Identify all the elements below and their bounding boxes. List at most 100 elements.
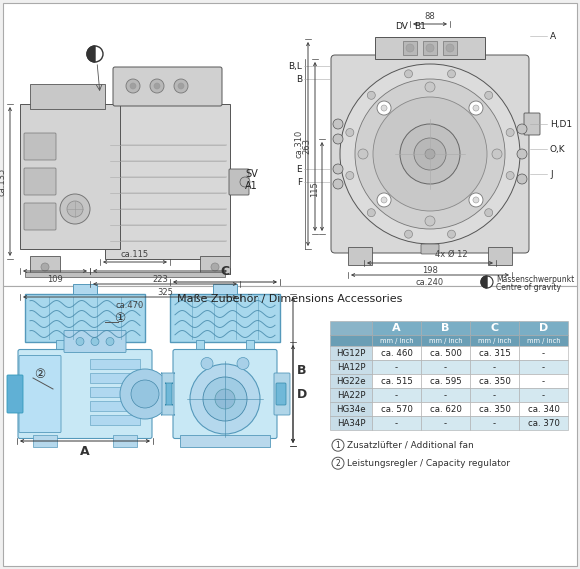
Circle shape (333, 119, 343, 129)
Circle shape (448, 70, 455, 78)
FancyBboxPatch shape (423, 41, 437, 55)
Text: DV: DV (396, 22, 408, 31)
Circle shape (381, 105, 387, 111)
Text: ca.135: ca.135 (0, 168, 7, 196)
Circle shape (126, 79, 140, 93)
Circle shape (358, 149, 368, 159)
Circle shape (150, 79, 164, 93)
Text: Leistungsregler / Capacity regulator: Leistungsregler / Capacity regulator (347, 459, 510, 468)
Circle shape (448, 230, 455, 238)
Circle shape (492, 149, 502, 159)
Text: H,D1: H,D1 (550, 119, 572, 129)
Circle shape (404, 70, 412, 78)
Text: HA34P: HA34P (337, 419, 365, 428)
Circle shape (355, 79, 505, 229)
Bar (246, 340, 254, 354)
Bar (372, 360, 421, 374)
Text: D: D (297, 387, 307, 401)
Circle shape (60, 194, 90, 224)
Text: -: - (444, 391, 447, 399)
Circle shape (178, 83, 184, 89)
Text: HA12P: HA12P (337, 362, 365, 372)
Text: ca. 620: ca. 620 (430, 405, 462, 414)
Circle shape (377, 193, 391, 207)
Bar (330, 374, 372, 388)
Bar (90, 358, 140, 369)
Text: ①: ① (114, 312, 126, 325)
Text: -: - (493, 391, 496, 399)
Bar (519, 321, 568, 335)
Circle shape (237, 357, 249, 369)
Circle shape (340, 64, 520, 244)
Circle shape (446, 44, 454, 52)
Bar (519, 374, 568, 388)
Text: O,K: O,K (550, 145, 565, 154)
Text: ca.240: ca.240 (416, 278, 444, 287)
FancyBboxPatch shape (24, 168, 56, 195)
Circle shape (377, 101, 391, 115)
Circle shape (211, 263, 219, 271)
Circle shape (333, 134, 343, 144)
Text: ca. 350: ca. 350 (478, 405, 510, 414)
Bar (3, 286, 577, 566)
Text: A: A (392, 323, 401, 333)
FancyBboxPatch shape (24, 203, 56, 230)
Bar (421, 346, 470, 360)
Circle shape (67, 201, 83, 217)
Text: ca. 570: ca. 570 (380, 405, 412, 414)
Circle shape (414, 138, 446, 170)
FancyBboxPatch shape (213, 284, 237, 294)
Bar (3, 3, 577, 286)
Circle shape (517, 124, 527, 134)
Circle shape (485, 91, 492, 100)
Text: ca. 460: ca. 460 (380, 349, 412, 358)
Polygon shape (481, 276, 487, 288)
Bar (519, 388, 568, 402)
Bar (421, 416, 470, 430)
FancyBboxPatch shape (524, 113, 540, 135)
Text: ca.115: ca.115 (121, 250, 149, 259)
Text: ca.470: ca.470 (116, 301, 144, 310)
Bar (519, 402, 568, 416)
Bar (470, 402, 519, 416)
Text: Maße Zubehör / Dimensions Accessories: Maße Zubehör / Dimensions Accessories (177, 294, 403, 304)
Circle shape (190, 364, 260, 434)
Circle shape (131, 380, 159, 408)
FancyBboxPatch shape (25, 294, 145, 342)
Bar (196, 340, 204, 354)
FancyBboxPatch shape (331, 55, 529, 253)
Text: 263: 263 (302, 138, 311, 154)
Text: -: - (493, 362, 496, 372)
Text: ca.310: ca.310 (295, 130, 304, 158)
Text: -: - (493, 419, 496, 428)
FancyBboxPatch shape (30, 256, 60, 274)
Text: A: A (80, 445, 90, 458)
FancyBboxPatch shape (64, 331, 126, 353)
Bar (372, 321, 421, 335)
Circle shape (426, 44, 434, 52)
Bar (372, 374, 421, 388)
Bar (421, 374, 470, 388)
Text: 109: 109 (47, 275, 63, 284)
Text: mm / inch: mm / inch (429, 338, 462, 344)
Text: ca. 370: ca. 370 (528, 419, 560, 428)
Circle shape (154, 83, 160, 89)
Text: ②: ② (34, 368, 46, 381)
Text: 325: 325 (157, 288, 173, 297)
Circle shape (517, 149, 527, 159)
Text: mm / inch: mm / inch (380, 338, 413, 344)
Circle shape (106, 337, 114, 345)
Circle shape (76, 337, 84, 345)
Bar (90, 414, 140, 424)
Circle shape (87, 46, 103, 62)
FancyBboxPatch shape (170, 294, 280, 342)
Circle shape (473, 197, 479, 203)
Circle shape (425, 82, 435, 92)
Text: B: B (441, 323, 450, 333)
Bar (470, 346, 519, 360)
Text: ca. 595: ca. 595 (430, 377, 461, 386)
Circle shape (400, 124, 460, 184)
Circle shape (381, 197, 387, 203)
Bar (519, 346, 568, 360)
Text: -: - (542, 349, 545, 358)
